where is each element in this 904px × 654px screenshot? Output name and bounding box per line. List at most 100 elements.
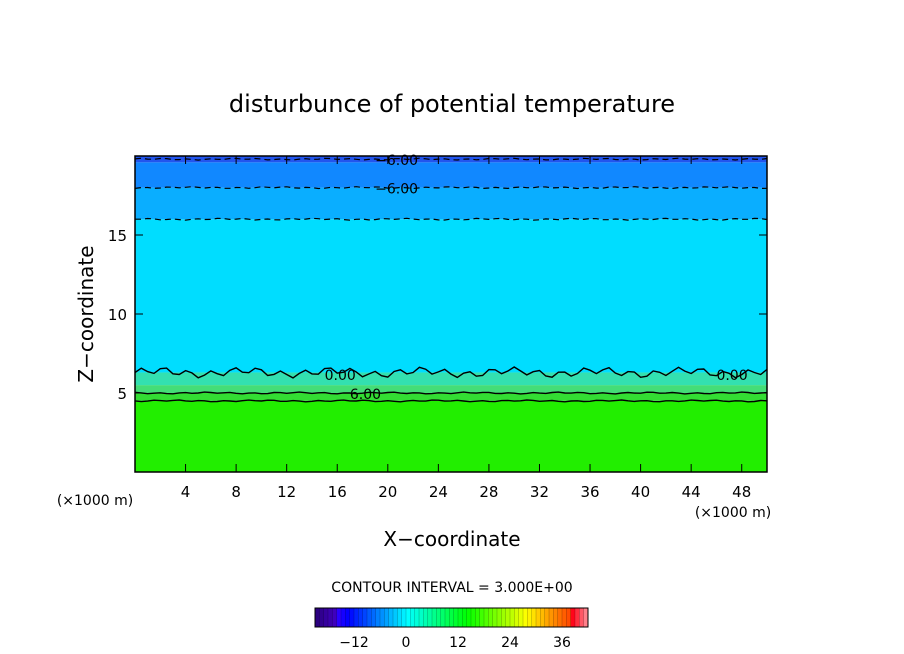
- colorbar-cell-45: [510, 608, 515, 627]
- colorbar-cell-2: [323, 608, 329, 627]
- contour-label-2: 0.00: [325, 368, 356, 384]
- colorbar-cell-18: [393, 608, 398, 627]
- x-tick-label-11: 48: [732, 483, 751, 501]
- colorbar-cell-39: [484, 608, 489, 627]
- y-axis-ticks: 5 10 15: [108, 227, 767, 403]
- colorbar-cell-1: [319, 608, 325, 627]
- contour-line-1: [135, 391, 767, 395]
- colorbar-cell-32: [453, 608, 459, 627]
- y-axis-unit: (×1000 m): [57, 493, 133, 509]
- colorbar-tick-label-4: 36: [553, 635, 571, 651]
- colorbar-cell-14: [375, 608, 381, 627]
- x-tick-label-9: 40: [631, 483, 650, 501]
- contour-line-3: [135, 217, 767, 221]
- contour-label-0: −6.00: [375, 153, 418, 169]
- colorbar-cell-51: [536, 608, 541, 627]
- fill-band-4: [135, 219, 767, 373]
- contour-interval-label: CONTOUR INTERVAL = 3.000E+00: [331, 580, 572, 596]
- colorbar-cell-30: [445, 608, 450, 627]
- contour-label-4: 6.00: [350, 387, 381, 403]
- colorbar-tick-label-2: 12: [449, 635, 467, 651]
- x-tick-label-10: 44: [682, 483, 701, 501]
- colorbar-cell-12: [367, 608, 372, 627]
- y-tick-label-2: 15: [108, 227, 127, 245]
- colorbar-tick-label-1: 0: [402, 635, 411, 651]
- contour-label-1: −6.00: [375, 182, 418, 198]
- colorbar-cell-33: [458, 608, 463, 627]
- colorbar-cell-50: [531, 608, 537, 627]
- x-tick-label-3: 16: [328, 483, 347, 501]
- colorbar-cell-34: [462, 608, 468, 627]
- colorbar-cell-54: [549, 608, 554, 627]
- colorbar-cell-47: [518, 608, 524, 627]
- y-tick-label-0: 5: [117, 385, 127, 403]
- fill-band-0: [135, 400, 767, 472]
- colorbar-cell-24: [419, 608, 424, 627]
- colorbar-cell-48: [523, 608, 528, 627]
- contour-label-3: 0.00: [716, 368, 747, 384]
- x-axis-ticks: 4 8 12 16 20 24 28 32 36 40 44 48: [181, 156, 751, 501]
- fill-band-6: [135, 162, 767, 188]
- x-tick-label-8: 36: [580, 483, 599, 501]
- colorbar-cell-62: [583, 608, 589, 627]
- fill-band-2: [135, 385, 767, 393]
- colorbar-cell-58: [566, 608, 572, 627]
- colorbar-cell-29: [440, 608, 446, 627]
- colorbar-cell-10: [358, 608, 364, 627]
- colorbar-cell-38: [479, 608, 485, 627]
- colorbar-cell-57: [562, 608, 567, 627]
- colorbar-frame: [314, 607, 589, 628]
- contour-line-2: [135, 399, 767, 403]
- colorbar-cell-61: [579, 608, 585, 627]
- colorbar-cell-6: [341, 608, 346, 627]
- colorbar-cell-35: [466, 608, 472, 627]
- x-tick-label-6: 28: [479, 483, 498, 501]
- colorbar-tick-label-0: −12: [339, 635, 369, 651]
- colorbar-cell-56: [557, 608, 563, 627]
- colorbar-cell-22: [410, 608, 416, 627]
- colorbar-cell-44: [505, 608, 511, 627]
- fill-band-7: [135, 156, 767, 163]
- colorbar-cell-5: [336, 608, 342, 627]
- colorbar-cell-17: [388, 608, 394, 627]
- fill-band-3: [135, 372, 767, 386]
- colorbar-cell-20: [401, 608, 407, 627]
- colorbar-cell-23: [414, 608, 420, 627]
- x-axis-unit: (×1000 m): [695, 505, 771, 521]
- plot-area: [135, 156, 767, 472]
- colorbar-cell-15: [380, 608, 385, 627]
- colorbar: [314, 608, 589, 627]
- colorbar-ticks: −12 0 12 24 36: [339, 635, 571, 651]
- colorbar-cell-27: [432, 608, 437, 627]
- x-tick-label-4: 20: [378, 483, 397, 501]
- chart-title: disturbunce of potential temperature: [229, 90, 675, 118]
- colorbar-cell-59: [570, 608, 576, 627]
- fill-bands: [135, 156, 767, 472]
- colorbar-cell-49: [527, 608, 533, 627]
- x-tick-label-0: 4: [181, 483, 191, 501]
- contour-lines: [135, 157, 767, 403]
- x-tick-label-5: 24: [429, 483, 448, 501]
- colorbar-cell-25: [423, 608, 429, 627]
- colorbar-cell-60: [575, 608, 580, 627]
- colorbar-cell-43: [501, 608, 507, 627]
- colorbar-cell-37: [475, 608, 481, 627]
- x-tick-label-1: 8: [231, 483, 241, 501]
- x-tick-label-7: 32: [530, 483, 549, 501]
- colorbar-cell-7: [345, 608, 351, 627]
- colorbar-cell-16: [384, 608, 390, 627]
- colorbar-cell-11: [362, 608, 368, 627]
- y-tick-label-1: 10: [108, 306, 127, 324]
- colorbar-cell-26: [427, 608, 433, 627]
- colorbar-tick-label-3: 24: [501, 635, 519, 651]
- colorbar-cell-55: [553, 608, 559, 627]
- contour-line-4: [135, 186, 767, 190]
- colorbar-cell-36: [471, 608, 476, 627]
- colorbar-cell-21: [406, 608, 411, 627]
- x-tick-label-2: 12: [277, 483, 296, 501]
- y-axis-label: Z−coordinate: [74, 245, 98, 382]
- colorbar-cell-13: [371, 608, 377, 627]
- colorbar-cell-19: [397, 608, 403, 627]
- colorbar-cell-9: [354, 608, 359, 627]
- colorbar-cell-8: [349, 608, 355, 627]
